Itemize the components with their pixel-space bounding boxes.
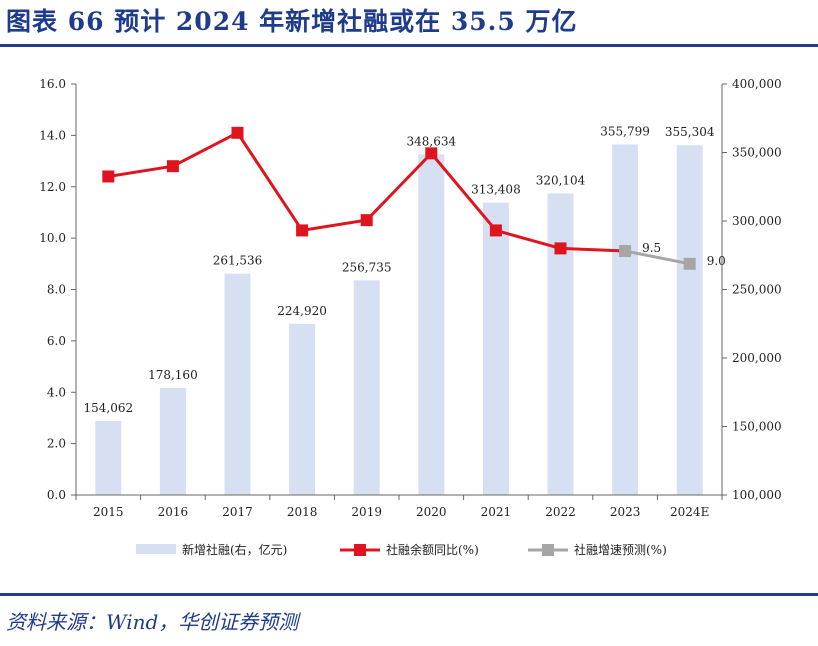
x-tick-label: 2021 xyxy=(481,505,512,519)
y-left-tick-label: 10.0 xyxy=(39,231,66,245)
bar-data-label: 256,735 xyxy=(342,260,392,274)
legend-label-forecast: 社融增速预测(%) xyxy=(574,542,667,557)
x-tick-label: 2020 xyxy=(416,505,447,519)
y-left-tick-label: 16.0 xyxy=(39,77,66,91)
bar-data-label: 313,408 xyxy=(471,183,521,197)
y-left-tick-label: 12.0 xyxy=(39,180,66,194)
legend-label-bar: 新增社融(右，亿元) xyxy=(182,542,287,557)
legend-marker-yoy xyxy=(354,544,366,556)
source-rule xyxy=(0,593,818,596)
bar-data-label: 178,160 xyxy=(148,368,198,382)
legend-label-yoy: 社融余额同比(%) xyxy=(386,542,479,557)
y-left-tick-label: 6.0 xyxy=(47,334,66,348)
legend-swatch-bar xyxy=(136,544,176,554)
bar xyxy=(95,420,122,495)
yoy-point xyxy=(425,147,438,160)
bar xyxy=(482,202,509,495)
x-tick-label: 2016 xyxy=(158,505,189,519)
title-rule xyxy=(0,44,818,47)
forecast-point xyxy=(619,244,632,257)
yoy-point xyxy=(554,242,567,255)
yoy-point xyxy=(489,224,502,237)
yoy-point xyxy=(231,126,244,139)
bar-data-label: 320,104 xyxy=(536,173,586,187)
bar xyxy=(224,273,251,495)
figure-title: 图表 66 预计 2024 年新增社融或在 35.5 万亿 xyxy=(6,7,578,36)
bar-data-label: 154,062 xyxy=(83,401,133,415)
bar xyxy=(547,193,574,495)
x-tick-label: 2017 xyxy=(222,505,253,519)
y-left-tick-label: 0.0 xyxy=(47,488,66,502)
y-left-tick-label: 4.0 xyxy=(47,385,66,399)
legend-marker-forecast xyxy=(542,544,554,556)
bar xyxy=(289,323,316,495)
y-right-tick-label: 300,000 xyxy=(732,214,782,228)
chart: 0.0 2.0 4.0 6.0 8.0 10.0 12.0 14.0 16.0 100,000 15… xyxy=(39,77,782,557)
y-right-tick-label: 200,000 xyxy=(732,351,782,365)
x-tick-label: 2022 xyxy=(545,505,576,519)
x-tick-label: 2018 xyxy=(287,505,318,519)
forecast-line xyxy=(624,249,690,266)
bar-data-label: 355,799 xyxy=(600,125,650,139)
y-right-tick-label: 100,000 xyxy=(732,488,782,502)
yoy-point xyxy=(102,170,115,183)
forecast-point xyxy=(683,257,696,270)
bar-data-label: 348,634 xyxy=(406,134,456,148)
forecast-data-label: 9.0 xyxy=(707,254,726,268)
forecast-data-label: 9.5 xyxy=(642,241,661,255)
y-right-tick-label: 400,000 xyxy=(732,77,782,91)
y-right-tick-label: 350,000 xyxy=(732,146,782,160)
y-left-tick-label: 2.0 xyxy=(47,437,66,451)
bar xyxy=(418,154,445,495)
yoy-point xyxy=(360,214,373,227)
bar xyxy=(353,280,380,495)
bar xyxy=(676,145,703,495)
x-tick-label: 2024E xyxy=(670,505,709,519)
bar xyxy=(159,387,186,495)
x-tick-label: 2019 xyxy=(351,505,382,519)
x-tick-label: 2023 xyxy=(610,505,641,519)
bar-data-label: 224,920 xyxy=(277,304,327,318)
y-left-tick-label: 14.0 xyxy=(39,128,66,142)
y-right-tick-label: 150,000 xyxy=(732,420,782,434)
yoy-point xyxy=(296,224,309,237)
yoy-point xyxy=(166,160,179,173)
source-note: 资料来源：Wind，华创证券预测 xyxy=(6,610,299,634)
y-left-tick-label: 8.0 xyxy=(47,283,66,297)
bar-data-label: 261,536 xyxy=(213,254,263,268)
y-right-tick-label: 250,000 xyxy=(732,283,782,297)
x-tick-label: 2015 xyxy=(93,505,124,519)
bar xyxy=(612,144,639,495)
bar-data-label: 355,304 xyxy=(665,125,715,139)
